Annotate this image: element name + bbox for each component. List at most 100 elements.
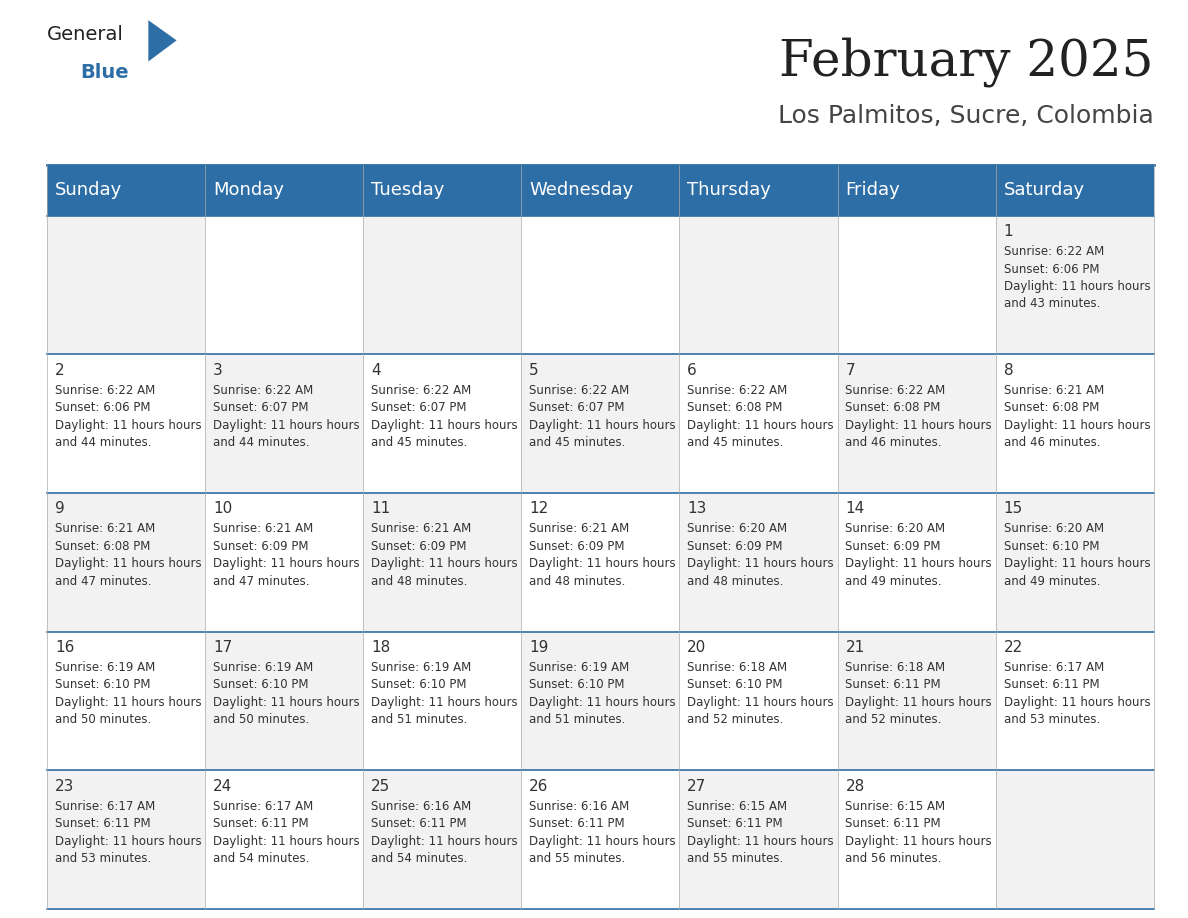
- Text: 23: 23: [55, 778, 75, 793]
- Text: Sunday: Sunday: [55, 182, 122, 199]
- Text: Sunrise: 6:22 AM: Sunrise: 6:22 AM: [530, 384, 630, 397]
- Bar: [364, 165, 522, 216]
- Text: Daylight: 11 hours hours: Daylight: 11 hours hours: [530, 557, 676, 570]
- Text: Sunset: 6:11 PM: Sunset: 6:11 PM: [846, 817, 941, 830]
- Text: Daylight: 11 hours hours: Daylight: 11 hours hours: [55, 419, 202, 431]
- Text: and 47 minutes.: and 47 minutes.: [55, 575, 152, 588]
- Text: Sunset: 6:08 PM: Sunset: 6:08 PM: [1004, 401, 1099, 414]
- Text: and 44 minutes.: and 44 minutes.: [55, 436, 152, 449]
- Bar: [206, 632, 364, 770]
- Bar: [364, 770, 522, 909]
- Text: and 52 minutes.: and 52 minutes.: [688, 713, 784, 726]
- Text: Sunrise: 6:21 AM: Sunrise: 6:21 AM: [371, 522, 472, 535]
- Bar: [206, 493, 364, 632]
- Text: Daylight: 11 hours hours: Daylight: 11 hours hours: [846, 419, 992, 431]
- Bar: [206, 354, 364, 493]
- Text: 7: 7: [846, 363, 855, 377]
- Text: 12: 12: [530, 501, 549, 516]
- Text: Sunset: 6:11 PM: Sunset: 6:11 PM: [55, 817, 151, 830]
- Text: Friday: Friday: [846, 182, 901, 199]
- Text: Daylight: 11 hours hours: Daylight: 11 hours hours: [688, 557, 834, 570]
- Text: 11: 11: [371, 501, 391, 516]
- Text: Daylight: 11 hours hours: Daylight: 11 hours hours: [1004, 557, 1150, 570]
- Text: Daylight: 11 hours hours: Daylight: 11 hours hours: [55, 834, 202, 847]
- Text: 17: 17: [213, 640, 233, 655]
- Text: 9: 9: [55, 501, 64, 516]
- Text: and 43 minutes.: and 43 minutes.: [1004, 297, 1100, 310]
- Text: Sunrise: 6:20 AM: Sunrise: 6:20 AM: [688, 522, 788, 535]
- Text: Sunrise: 6:21 AM: Sunrise: 6:21 AM: [55, 522, 156, 535]
- Bar: [838, 165, 996, 216]
- Text: Sunset: 6:11 PM: Sunset: 6:11 PM: [688, 817, 783, 830]
- Text: 16: 16: [55, 640, 75, 655]
- Text: 13: 13: [688, 501, 707, 516]
- Text: and 47 minutes.: and 47 minutes.: [213, 575, 310, 588]
- Text: Tuesday: Tuesday: [371, 182, 444, 199]
- Text: and 50 minutes.: and 50 minutes.: [55, 713, 151, 726]
- Text: Daylight: 11 hours hours: Daylight: 11 hours hours: [371, 834, 518, 847]
- Text: Sunrise: 6:19 AM: Sunrise: 6:19 AM: [55, 661, 156, 674]
- Text: Daylight: 11 hours hours: Daylight: 11 hours hours: [213, 419, 360, 431]
- Bar: [522, 216, 680, 354]
- Bar: [996, 770, 1154, 909]
- Text: and 49 minutes.: and 49 minutes.: [1004, 575, 1100, 588]
- Bar: [522, 165, 680, 216]
- Text: Sunrise: 6:17 AM: Sunrise: 6:17 AM: [1004, 661, 1104, 674]
- Bar: [364, 216, 522, 354]
- Text: 3: 3: [213, 363, 223, 377]
- Text: 27: 27: [688, 778, 707, 793]
- Text: 24: 24: [213, 778, 233, 793]
- Text: Daylight: 11 hours hours: Daylight: 11 hours hours: [1004, 419, 1150, 431]
- Bar: [996, 632, 1154, 770]
- Bar: [48, 493, 206, 632]
- Text: Sunset: 6:07 PM: Sunset: 6:07 PM: [371, 401, 467, 414]
- Text: Sunset: 6:11 PM: Sunset: 6:11 PM: [530, 817, 625, 830]
- Bar: [996, 216, 1154, 354]
- Text: 2: 2: [55, 363, 64, 377]
- Text: 26: 26: [530, 778, 549, 793]
- Text: Sunrise: 6:21 AM: Sunrise: 6:21 AM: [213, 522, 314, 535]
- Text: Daylight: 11 hours hours: Daylight: 11 hours hours: [371, 696, 518, 709]
- Text: Daylight: 11 hours hours: Daylight: 11 hours hours: [530, 419, 676, 431]
- Bar: [522, 354, 680, 493]
- Text: and 48 minutes.: and 48 minutes.: [530, 575, 626, 588]
- Bar: [680, 493, 838, 632]
- Text: and 53 minutes.: and 53 minutes.: [1004, 713, 1100, 726]
- Text: Sunset: 6:08 PM: Sunset: 6:08 PM: [688, 401, 783, 414]
- Text: Daylight: 11 hours hours: Daylight: 11 hours hours: [846, 696, 992, 709]
- Text: Sunrise: 6:18 AM: Sunrise: 6:18 AM: [846, 661, 946, 674]
- Text: Daylight: 11 hours hours: Daylight: 11 hours hours: [371, 557, 518, 570]
- Text: and 51 minutes.: and 51 minutes.: [371, 713, 468, 726]
- Text: Sunrise: 6:22 AM: Sunrise: 6:22 AM: [846, 384, 946, 397]
- Text: Sunset: 6:09 PM: Sunset: 6:09 PM: [688, 540, 783, 553]
- Bar: [364, 354, 522, 493]
- Bar: [48, 354, 206, 493]
- Text: Sunrise: 6:19 AM: Sunrise: 6:19 AM: [213, 661, 314, 674]
- Bar: [206, 216, 364, 354]
- Text: Sunset: 6:08 PM: Sunset: 6:08 PM: [55, 540, 151, 553]
- Text: Sunrise: 6:22 AM: Sunrise: 6:22 AM: [213, 384, 314, 397]
- Text: 22: 22: [1004, 640, 1023, 655]
- Text: Sunrise: 6:22 AM: Sunrise: 6:22 AM: [1004, 245, 1104, 258]
- Text: and 48 minutes.: and 48 minutes.: [371, 575, 468, 588]
- Text: Sunrise: 6:18 AM: Sunrise: 6:18 AM: [688, 661, 788, 674]
- Text: Sunset: 6:11 PM: Sunset: 6:11 PM: [846, 678, 941, 691]
- Text: Sunset: 6:10 PM: Sunset: 6:10 PM: [371, 678, 467, 691]
- Text: Sunset: 6:11 PM: Sunset: 6:11 PM: [213, 817, 309, 830]
- Text: 21: 21: [846, 640, 865, 655]
- Text: Daylight: 11 hours hours: Daylight: 11 hours hours: [371, 419, 518, 431]
- Bar: [838, 770, 996, 909]
- Bar: [838, 354, 996, 493]
- Text: Sunrise: 6:16 AM: Sunrise: 6:16 AM: [371, 800, 472, 812]
- Bar: [838, 493, 996, 632]
- Text: Sunrise: 6:20 AM: Sunrise: 6:20 AM: [1004, 522, 1104, 535]
- Text: Sunset: 6:08 PM: Sunset: 6:08 PM: [846, 401, 941, 414]
- Text: Daylight: 11 hours hours: Daylight: 11 hours hours: [846, 557, 992, 570]
- Text: Sunrise: 6:22 AM: Sunrise: 6:22 AM: [371, 384, 472, 397]
- Text: 28: 28: [846, 778, 865, 793]
- Bar: [680, 165, 838, 216]
- Text: Monday: Monday: [213, 182, 284, 199]
- Text: and 51 minutes.: and 51 minutes.: [530, 713, 626, 726]
- Text: 6: 6: [688, 363, 697, 377]
- Bar: [522, 632, 680, 770]
